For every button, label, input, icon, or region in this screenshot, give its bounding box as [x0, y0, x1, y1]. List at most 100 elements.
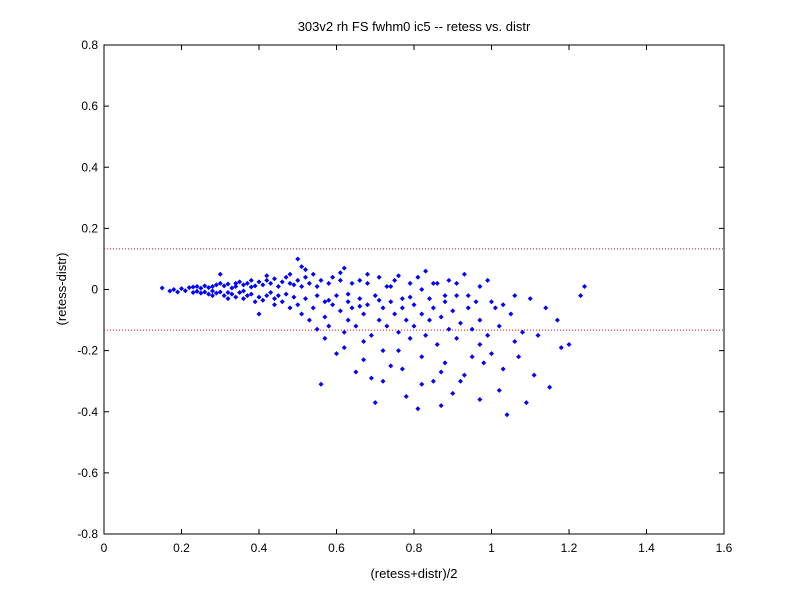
- data-point: [306, 317, 312, 323]
- data-point: [295, 302, 301, 308]
- data-point: [291, 282, 297, 288]
- data-point: [210, 293, 215, 299]
- data-point: [407, 294, 413, 300]
- data-point: [430, 305, 436, 311]
- y-tick-label: 0.4: [81, 160, 98, 174]
- data-point: [500, 366, 506, 372]
- data-point: [500, 302, 506, 308]
- data-point: [345, 299, 351, 305]
- data-point: [225, 296, 231, 302]
- data-point: [535, 332, 541, 338]
- data-point: [512, 338, 518, 344]
- data-point: [326, 323, 332, 329]
- data-point: [558, 345, 564, 351]
- data-point: [508, 311, 514, 317]
- x-tick-label: 0.4: [251, 541, 268, 555]
- data-point: [384, 323, 390, 329]
- data-point: [241, 282, 246, 288]
- x-tick-label: 0.6: [328, 541, 345, 555]
- data-point: [430, 378, 436, 384]
- data-point: [523, 400, 529, 406]
- data-point: [368, 332, 374, 338]
- data-point: [334, 293, 339, 299]
- data-point: [419, 287, 425, 292]
- x-tick-label: 1: [488, 541, 495, 555]
- data-point: [210, 288, 215, 294]
- data-point: [241, 296, 246, 302]
- data-point: [345, 317, 351, 323]
- data-point: [419, 311, 425, 317]
- data-point: [415, 274, 421, 280]
- data-point: [485, 332, 491, 338]
- data-point: [229, 285, 235, 291]
- data-point: [330, 302, 336, 308]
- data-point: [477, 317, 483, 323]
- data-point: [427, 317, 432, 323]
- axes-box: [103, 44, 725, 535]
- data-point: [287, 271, 293, 277]
- data-point: [182, 288, 188, 294]
- x-tick-label: 0: [101, 541, 108, 555]
- data-point: [260, 297, 266, 303]
- data-point: [399, 296, 405, 302]
- data-point: [330, 274, 336, 280]
- data-point: [237, 279, 243, 285]
- x-tick-label: 1.4: [638, 541, 655, 555]
- y-tick-label: 0.2: [81, 221, 98, 235]
- data-point: [233, 283, 239, 289]
- data-point: [489, 351, 494, 357]
- data-point: [411, 302, 417, 308]
- data-point: [322, 299, 328, 305]
- data-point: [458, 320, 463, 326]
- data-point: [252, 283, 258, 289]
- data-point: [279, 279, 285, 285]
- data-point: [334, 351, 339, 357]
- data-point: [272, 296, 277, 302]
- data-point: [361, 311, 367, 317]
- data-point: [299, 283, 305, 289]
- data-point: [314, 326, 320, 332]
- data-point: [392, 311, 398, 317]
- data-point: [241, 288, 246, 294]
- data-point: [566, 342, 572, 348]
- data-point: [233, 280, 239, 286]
- data-point: [287, 305, 293, 311]
- data-point: [376, 274, 382, 280]
- data-point: [341, 345, 347, 351]
- data-point: [198, 290, 204, 296]
- data-point: [190, 290, 196, 296]
- data-point: [175, 289, 181, 295]
- data-point: [225, 281, 231, 287]
- y-tick-label: -0.4: [77, 405, 98, 419]
- data-point: [295, 256, 301, 262]
- data-point: [326, 280, 332, 286]
- data-point: [341, 265, 347, 271]
- data-point: [213, 290, 219, 296]
- data-point: [349, 280, 355, 286]
- data-point: [345, 291, 351, 297]
- data-point: [531, 372, 537, 378]
- data-point: [337, 308, 343, 314]
- data-point: [260, 282, 266, 288]
- y-tick-label: -0.6: [77, 466, 98, 480]
- data-point: [295, 277, 301, 283]
- data-point: [407, 335, 413, 341]
- data-point: [423, 332, 429, 338]
- data-point: [438, 403, 444, 409]
- data-point: [167, 288, 173, 294]
- data-point: [516, 354, 522, 360]
- data-point: [481, 360, 487, 366]
- data-point: [423, 268, 429, 274]
- data-point: [578, 293, 584, 299]
- data-point: [186, 285, 192, 291]
- data-point: [543, 305, 549, 311]
- data-point: [450, 308, 456, 314]
- data-point: [248, 291, 254, 297]
- data-point: [489, 299, 494, 305]
- data-point: [291, 294, 297, 300]
- data-point: [190, 284, 196, 290]
- data-point: [314, 283, 320, 289]
- data-point: [264, 277, 270, 283]
